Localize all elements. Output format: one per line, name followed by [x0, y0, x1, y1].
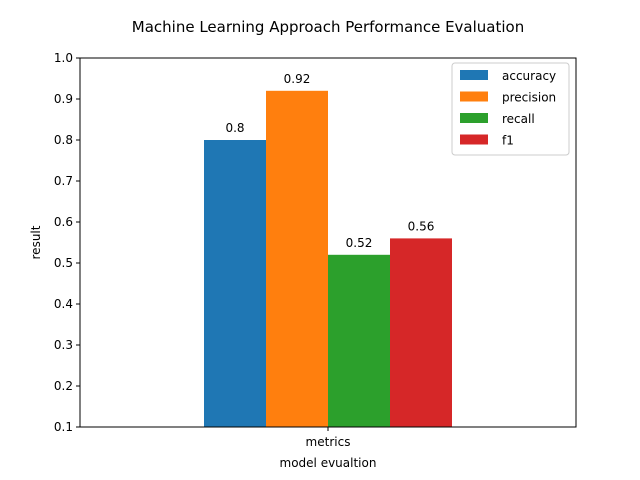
legend-label-f1: f1: [502, 134, 514, 148]
y-tick-label: 0.2: [54, 379, 73, 393]
x-axis-label: model evualtion: [280, 456, 377, 470]
legend-swatch-precision: [460, 91, 488, 102]
y-tick-label: 0.1: [54, 420, 73, 434]
y-tick-label: 0.6: [54, 215, 73, 229]
bar-recall: [328, 254, 390, 427]
legend-swatch-f1: [460, 134, 488, 145]
legend-label-precision: precision: [502, 91, 556, 105]
x-axis: metrics: [306, 427, 351, 449]
y-tick-label: 0.3: [54, 338, 73, 352]
y-tick-label: 0.8: [54, 133, 73, 147]
data-labels-group: 0.8 0.92 0.52 0.56: [225, 72, 434, 250]
x-tick-label: metrics: [306, 435, 351, 449]
y-tick-label: 0.9: [54, 92, 73, 106]
y-tick-label: 0.7: [54, 174, 73, 188]
bar-precision: [266, 90, 328, 428]
y-axis: 0.1 0.2 0.3 0.4 0.5 0.6 0.7 0.8 0.9 1.0: [54, 51, 80, 434]
legend: accuracy precision recall f1: [451, 62, 570, 156]
legend-swatch-accuracy: [460, 70, 488, 80]
data-label-f1: 0.56: [408, 219, 435, 233]
data-label-precision: 0.92: [284, 72, 311, 86]
legend-label-accuracy: accuracy: [502, 69, 556, 83]
y-tick-label: 1.0: [54, 51, 73, 65]
data-label-recall: 0.52: [346, 236, 373, 250]
legend-box: [451, 62, 570, 156]
legend-swatch-recall: [460, 113, 488, 123]
y-tick-label: 0.4: [54, 297, 73, 311]
bar-accuracy: [204, 140, 266, 427]
bars-group: [204, 90, 452, 428]
y-tick-label: 0.5: [54, 256, 73, 270]
chart-title: Machine Learning Approach Performance Ev…: [132, 18, 524, 36]
data-label-accuracy: 0.8: [225, 121, 244, 135]
legend-label-recall: recall: [502, 112, 535, 126]
y-axis-label: result: [29, 225, 43, 259]
bar-f1: [390, 238, 452, 427]
